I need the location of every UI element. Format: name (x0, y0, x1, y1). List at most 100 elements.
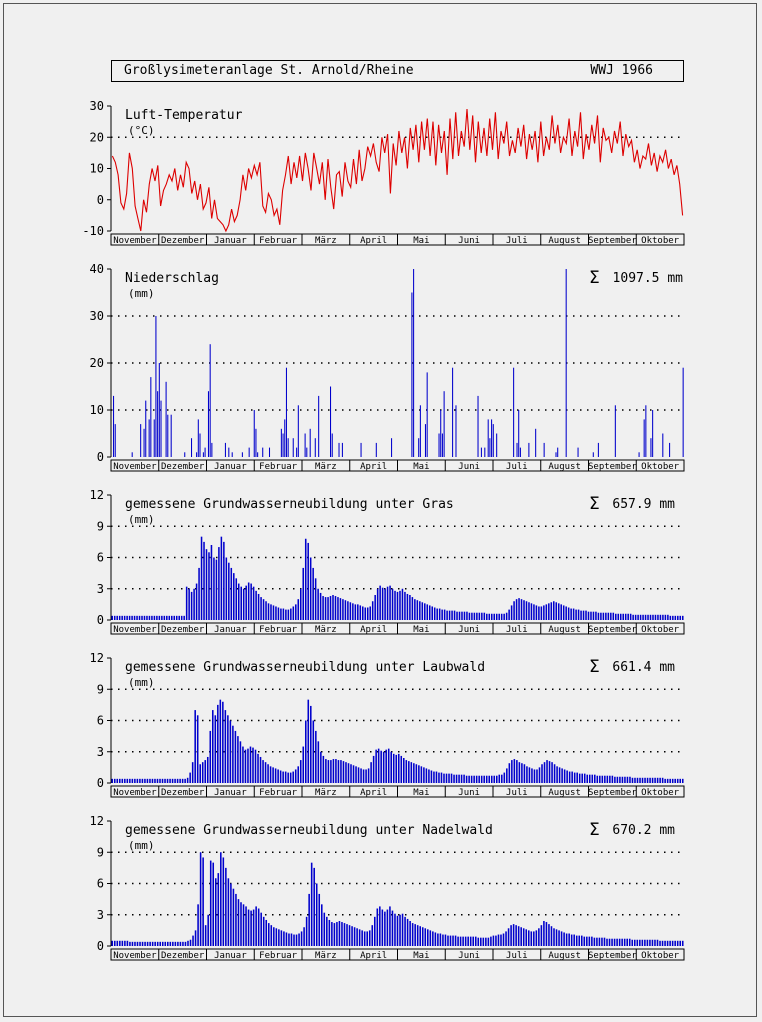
y-tick-label: 12 (90, 814, 104, 828)
y-tick-label: 9 (97, 682, 104, 696)
month-label: Oktober (641, 788, 680, 798)
total-value: 661.4 mm (612, 660, 675, 675)
chart-unit: (mm) (128, 839, 155, 852)
month-label: August (548, 236, 581, 246)
y-tick-label: 12 (90, 651, 104, 665)
total-value: 670.2 mm (612, 823, 675, 838)
month-label: September (588, 951, 637, 961)
month-label: Dezember (161, 951, 205, 961)
month-label: Mai (413, 788, 429, 798)
y-tick-label: -10 (82, 224, 104, 238)
month-label: Februar (259, 236, 298, 246)
chart-unit: (mm) (128, 676, 155, 689)
month-label: Januar (214, 788, 247, 798)
total-value: 1097.5 mm (613, 271, 684, 286)
month-label: März (315, 788, 337, 798)
month-label: November (113, 788, 157, 798)
chart-unit: (mm) (128, 287, 155, 300)
y-tick-label: 3 (97, 745, 104, 759)
month-label: April (360, 788, 387, 798)
month-label: September (588, 462, 637, 472)
month-label: April (360, 625, 387, 635)
month-label: Mai (413, 236, 429, 246)
temperature-line (111, 109, 684, 233)
station-title: Großlysimeteranlage St. Arnold/Rheine (124, 63, 414, 78)
y-tick-label: 10 (90, 162, 104, 176)
month-label: März (315, 236, 337, 246)
y-tick-label: 0 (97, 776, 104, 790)
month-label: Februar (259, 951, 298, 961)
y-tick-label: 6 (97, 877, 104, 891)
month-label: April (360, 951, 387, 961)
month-label: März (315, 951, 337, 961)
chart-title: Niederschlag (125, 271, 219, 286)
chart-title: gemessene Grundwasserneubildung unter Gr… (125, 497, 454, 512)
y-tick-label: 20 (90, 130, 104, 144)
month-label: Februar (259, 788, 298, 798)
chart-title: gemessene Grundwasserneubildung unter Na… (125, 823, 493, 838)
month-label: Juni (458, 625, 480, 635)
month-label: Juni (458, 236, 480, 246)
chart-unit: (mm) (128, 513, 155, 526)
month-label: Januar (214, 951, 247, 961)
month-label: Oktober (641, 625, 680, 635)
y-tick-label: 9 (97, 845, 104, 859)
chart-title: gemessene Grundwasserneubildung unter La… (125, 660, 485, 675)
month-label: Mai (413, 951, 429, 961)
y-tick-label: 40 (90, 262, 104, 276)
month-label: Mai (413, 462, 429, 472)
y-tick-label: 30 (90, 309, 104, 323)
y-tick-label: 0 (97, 450, 104, 464)
month-label: Juni (458, 462, 480, 472)
chart-title: Luft-Temperatur (125, 108, 243, 123)
month-label: August (548, 788, 581, 798)
month-label: Juni (458, 788, 480, 798)
water-year-label: WWJ 1966 (590, 63, 653, 78)
month-label: April (360, 462, 387, 472)
chart-unit: (°C) (128, 124, 155, 137)
month-label: Juli (506, 788, 528, 798)
month-label: Dezember (161, 788, 205, 798)
y-tick-label: 0 (97, 939, 104, 953)
month-label: November (113, 951, 157, 961)
month-label: Juli (506, 462, 528, 472)
y-tick-label: 10 (90, 403, 104, 417)
month-label: Januar (214, 236, 247, 246)
sum-icon: Σ (589, 820, 600, 840)
month-label: Juli (506, 625, 528, 635)
y-tick-label: 3 (97, 908, 104, 922)
total-value: 657.9 mm (612, 497, 675, 512)
month-label: August (548, 951, 581, 961)
month-label: Dezember (161, 625, 205, 635)
month-label: April (360, 236, 387, 246)
y-tick-label: 0 (97, 193, 104, 207)
month-label: September (588, 788, 637, 798)
y-tick-label: 20 (90, 356, 104, 370)
y-tick-label: 12 (90, 488, 104, 502)
month-label: November (113, 236, 157, 246)
month-label: Juli (506, 236, 528, 246)
y-tick-label: 0 (97, 613, 104, 627)
sum-icon: Σ (589, 657, 600, 677)
y-tick-label: 9 (97, 519, 104, 533)
month-label: Oktober (641, 236, 680, 246)
month-label: November (113, 462, 157, 472)
y-tick-label: 6 (97, 714, 104, 728)
month-label: Dezember (161, 236, 205, 246)
month-label: Oktober (641, 462, 680, 472)
month-label: Januar (214, 625, 247, 635)
month-label: Oktober (641, 951, 680, 961)
month-label: September (588, 236, 637, 246)
month-label: August (548, 625, 581, 635)
sum-icon: Σ (589, 268, 600, 288)
page-frame (3, 3, 757, 1017)
month-label: Februar (259, 625, 298, 635)
y-tick-label: 6 (97, 551, 104, 565)
month-label: Juli (506, 951, 528, 961)
month-label: Januar (214, 462, 247, 472)
month-label: März (315, 625, 337, 635)
month-label: Dezember (161, 462, 205, 472)
month-label: März (315, 462, 337, 472)
month-label: November (113, 625, 157, 635)
